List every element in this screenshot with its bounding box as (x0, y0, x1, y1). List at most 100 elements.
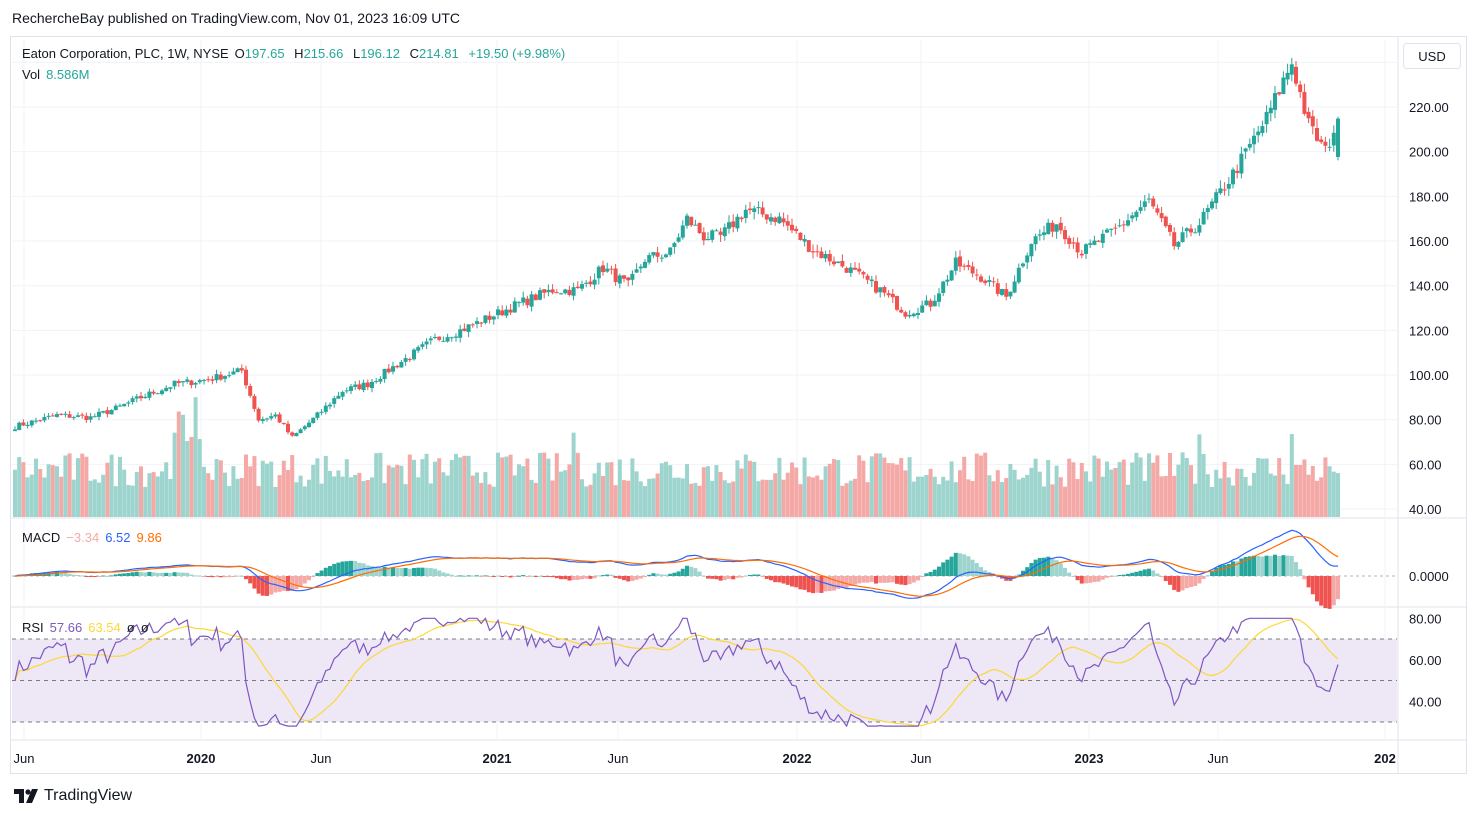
macd-histogram-bar (109, 575, 114, 577)
macd-histogram-bar (412, 567, 416, 576)
candle-body (92, 416, 97, 418)
volume-bar (718, 472, 723, 517)
macd-histogram-bar (63, 572, 68, 576)
volume-bar (1092, 455, 1097, 517)
tradingview-brand[interactable]: TradingView (44, 787, 133, 804)
candle-body (332, 398, 337, 404)
candle-body (1084, 244, 1088, 254)
candle-body (1151, 198, 1156, 207)
macd-histogram-bar (1277, 556, 1282, 576)
candle-body (76, 415, 80, 417)
candle-body (311, 417, 316, 424)
volume-bar (970, 481, 975, 517)
volume-bar (1264, 458, 1269, 517)
candle-body (815, 251, 820, 253)
candle-body (1054, 224, 1059, 232)
volume-bar (1176, 464, 1181, 517)
macd-histogram-bar (1197, 576, 1202, 584)
candle-body (1025, 255, 1030, 263)
macd-histogram-bar (966, 556, 971, 576)
price-tick-label: 40.00 (1409, 502, 1442, 517)
macd-histogram-bar (197, 575, 202, 577)
candle-body (160, 390, 164, 395)
candle-body (101, 411, 106, 413)
rsi-extra-1: ø (126, 620, 135, 635)
volume-bar (122, 469, 127, 517)
volume-bar (592, 473, 597, 517)
macd-histogram-bar (1327, 576, 1332, 609)
volume-bar (378, 452, 383, 517)
candle-body (1302, 91, 1307, 114)
candle-body (17, 422, 22, 431)
candle-body (328, 404, 332, 407)
macd-histogram-bar (638, 576, 643, 579)
volume-bar (743, 454, 748, 517)
macd-histogram-bar (256, 576, 261, 594)
candle-body (1247, 143, 1252, 148)
candle-body (626, 277, 631, 281)
volume-bar (958, 470, 962, 517)
volume-bar (1289, 434, 1294, 517)
volume-bar (731, 481, 736, 517)
candle-body (407, 359, 412, 361)
macd-histogram-bar (575, 576, 580, 580)
volume-bar (92, 479, 97, 517)
volume-bar (34, 458, 38, 517)
volume-bar (760, 479, 765, 517)
macd-histogram-bar (1298, 569, 1303, 576)
candle-body (290, 432, 295, 436)
volume-bar (496, 452, 500, 517)
candle-body (756, 207, 761, 209)
macd-histogram-bar (949, 556, 954, 576)
macd-histogram-bar (227, 576, 232, 578)
volume-bar (626, 480, 631, 517)
price-tick-label: 220.00 (1409, 100, 1449, 115)
candle-body (706, 238, 710, 241)
candle-body (80, 414, 85, 416)
ohlc-values: O197.65 H215.66 L196.12 C214.81 +19.50 (… (235, 46, 572, 61)
candle-body (974, 274, 979, 276)
candle-body (420, 344, 425, 347)
candle-body (1105, 229, 1109, 233)
rsi-label[interactable]: RSI (22, 620, 44, 635)
candle-body (1277, 92, 1282, 95)
volume-label[interactable]: Vol (22, 67, 41, 82)
candle-body (1184, 228, 1189, 232)
macd-histogram-bar (344, 561, 349, 576)
tradingview-logo-icon[interactable] (14, 789, 38, 803)
symbol-title[interactable]: Eaton Corporation, PLC, 1W, NYSE (22, 46, 229, 61)
macd-histogram-bar (743, 575, 748, 577)
macd-histogram-bar (399, 568, 404, 576)
candle-body (567, 289, 572, 295)
candle-body (483, 315, 488, 323)
macd-histogram-bar (1054, 560, 1059, 576)
volume-bar (588, 484, 593, 517)
volume-bar (1205, 474, 1210, 517)
volume-bar (764, 479, 769, 517)
macd-histogram-bar (122, 573, 127, 576)
currency-button[interactable]: USD (1403, 43, 1461, 69)
volume-bar (1294, 464, 1298, 517)
volume-bar (1054, 465, 1059, 517)
macd-histogram-bar (592, 576, 597, 579)
macd-histogram-bar (911, 576, 916, 583)
volume-bar (214, 459, 219, 517)
candle-body (559, 293, 563, 295)
volume-bar (1046, 460, 1051, 517)
candle-body (416, 347, 421, 351)
chart-frame[interactable] (10, 36, 1467, 774)
macd-histogram-bar (1336, 576, 1340, 600)
candle-body (1201, 211, 1206, 225)
macd-label[interactable]: MACD (22, 530, 61, 545)
macd-histogram-bar (1075, 576, 1080, 581)
macd-histogram-bar (924, 573, 929, 576)
macd-histogram-bar (1294, 562, 1298, 576)
candle-body (365, 382, 370, 388)
macd-histogram-bar (1084, 576, 1088, 584)
candle-body (382, 368, 387, 380)
volume-bar (987, 475, 992, 517)
volume-bar (1273, 475, 1277, 517)
volume-bar (722, 480, 727, 517)
candle-body (286, 423, 290, 433)
